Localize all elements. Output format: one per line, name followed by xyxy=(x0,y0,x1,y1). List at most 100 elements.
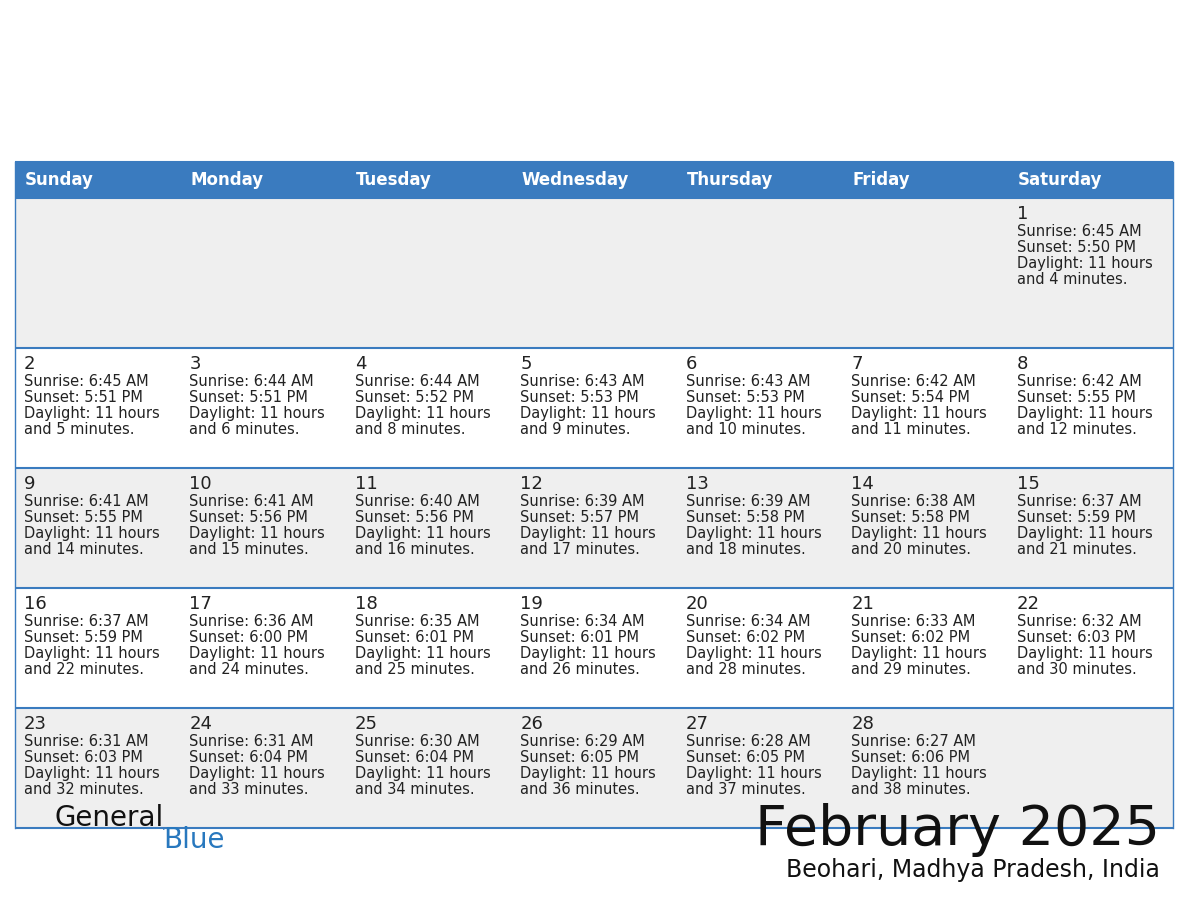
Bar xyxy=(677,708,842,828)
Bar xyxy=(842,348,1007,468)
Text: Sunrise: 6:29 AM: Sunrise: 6:29 AM xyxy=(520,734,645,749)
Text: and 18 minutes.: and 18 minutes. xyxy=(685,542,805,557)
Bar xyxy=(677,162,842,198)
Text: 21: 21 xyxy=(851,595,874,613)
Text: Sunset: 5:56 PM: Sunset: 5:56 PM xyxy=(355,510,474,525)
Text: Sunrise: 6:41 AM: Sunrise: 6:41 AM xyxy=(189,494,314,509)
Text: Sunrise: 6:39 AM: Sunrise: 6:39 AM xyxy=(520,494,645,509)
Text: Monday: Monday xyxy=(190,171,264,189)
Text: Sunday: Sunday xyxy=(25,171,94,189)
Text: Daylight: 11 hours: Daylight: 11 hours xyxy=(520,406,656,421)
Text: February 2025: February 2025 xyxy=(756,803,1159,857)
Text: Sunset: 6:02 PM: Sunset: 6:02 PM xyxy=(851,630,971,645)
Text: Sunset: 6:00 PM: Sunset: 6:00 PM xyxy=(189,630,309,645)
Text: Sunset: 5:51 PM: Sunset: 5:51 PM xyxy=(189,390,309,405)
Text: Sunrise: 6:34 AM: Sunrise: 6:34 AM xyxy=(685,614,810,629)
Text: and 38 minutes.: and 38 minutes. xyxy=(851,782,971,797)
Text: Sunset: 5:51 PM: Sunset: 5:51 PM xyxy=(24,390,143,405)
Text: Sunset: 5:54 PM: Sunset: 5:54 PM xyxy=(851,390,971,405)
Bar xyxy=(677,468,842,588)
Text: 8: 8 xyxy=(1017,355,1028,373)
Text: Sunrise: 6:30 AM: Sunrise: 6:30 AM xyxy=(355,734,480,749)
Bar xyxy=(511,588,677,708)
Text: 6: 6 xyxy=(685,355,697,373)
Text: Daylight: 11 hours: Daylight: 11 hours xyxy=(851,406,987,421)
Text: Daylight: 11 hours: Daylight: 11 hours xyxy=(685,646,821,661)
Text: Sunrise: 6:40 AM: Sunrise: 6:40 AM xyxy=(355,494,480,509)
Text: 27: 27 xyxy=(685,715,709,733)
Text: 15: 15 xyxy=(1017,475,1040,493)
Text: and 34 minutes.: and 34 minutes. xyxy=(355,782,474,797)
Bar xyxy=(346,198,511,348)
Text: and 10 minutes.: and 10 minutes. xyxy=(685,422,805,437)
Text: and 20 minutes.: and 20 minutes. xyxy=(851,542,971,557)
Text: Sunrise: 6:27 AM: Sunrise: 6:27 AM xyxy=(851,734,977,749)
Text: General: General xyxy=(55,804,164,832)
Text: Daylight: 11 hours: Daylight: 11 hours xyxy=(1017,406,1152,421)
Bar xyxy=(346,348,511,468)
Bar xyxy=(677,198,842,348)
Text: Sunset: 6:03 PM: Sunset: 6:03 PM xyxy=(24,750,143,765)
Text: Sunset: 6:01 PM: Sunset: 6:01 PM xyxy=(520,630,639,645)
Text: Daylight: 11 hours: Daylight: 11 hours xyxy=(189,646,326,661)
Bar xyxy=(1007,348,1173,468)
Text: and 25 minutes.: and 25 minutes. xyxy=(355,662,475,677)
Bar xyxy=(15,468,181,588)
Text: Sunrise: 6:42 AM: Sunrise: 6:42 AM xyxy=(851,374,975,389)
Text: Sunrise: 6:44 AM: Sunrise: 6:44 AM xyxy=(355,374,480,389)
Polygon shape xyxy=(163,806,191,830)
Bar xyxy=(1007,198,1173,348)
Text: Sunset: 5:58 PM: Sunset: 5:58 PM xyxy=(851,510,971,525)
Text: 7: 7 xyxy=(851,355,862,373)
Text: and 9 minutes.: and 9 minutes. xyxy=(520,422,631,437)
Bar xyxy=(1007,162,1173,198)
Bar xyxy=(842,198,1007,348)
Text: Sunrise: 6:38 AM: Sunrise: 6:38 AM xyxy=(851,494,975,509)
Bar xyxy=(15,708,181,828)
Text: Daylight: 11 hours: Daylight: 11 hours xyxy=(1017,256,1152,271)
Text: Daylight: 11 hours: Daylight: 11 hours xyxy=(355,766,491,781)
Text: Sunrise: 6:31 AM: Sunrise: 6:31 AM xyxy=(189,734,314,749)
Text: Sunrise: 6:33 AM: Sunrise: 6:33 AM xyxy=(851,614,975,629)
Text: Sunrise: 6:44 AM: Sunrise: 6:44 AM xyxy=(189,374,314,389)
Text: and 14 minutes.: and 14 minutes. xyxy=(24,542,144,557)
Text: Sunrise: 6:43 AM: Sunrise: 6:43 AM xyxy=(520,374,645,389)
Text: Daylight: 11 hours: Daylight: 11 hours xyxy=(1017,646,1152,661)
Text: 10: 10 xyxy=(189,475,211,493)
Text: 9: 9 xyxy=(24,475,36,493)
Bar xyxy=(15,588,181,708)
Text: 12: 12 xyxy=(520,475,543,493)
Text: Sunset: 6:01 PM: Sunset: 6:01 PM xyxy=(355,630,474,645)
Text: Sunrise: 6:45 AM: Sunrise: 6:45 AM xyxy=(1017,224,1142,239)
Text: Sunset: 5:53 PM: Sunset: 5:53 PM xyxy=(520,390,639,405)
Text: and 22 minutes.: and 22 minutes. xyxy=(24,662,144,677)
Text: 13: 13 xyxy=(685,475,708,493)
Text: 1: 1 xyxy=(1017,205,1028,223)
Text: Daylight: 11 hours: Daylight: 11 hours xyxy=(24,406,159,421)
Bar xyxy=(15,198,181,348)
Bar xyxy=(1007,588,1173,708)
Text: Sunset: 6:03 PM: Sunset: 6:03 PM xyxy=(1017,630,1136,645)
Text: 17: 17 xyxy=(189,595,213,613)
Bar xyxy=(181,162,346,198)
Text: Sunrise: 6:37 AM: Sunrise: 6:37 AM xyxy=(24,614,148,629)
Bar xyxy=(511,198,677,348)
Text: and 29 minutes.: and 29 minutes. xyxy=(851,662,971,677)
Bar xyxy=(181,588,346,708)
Text: 3: 3 xyxy=(189,355,201,373)
Text: and 33 minutes.: and 33 minutes. xyxy=(189,782,309,797)
Text: Sunrise: 6:37 AM: Sunrise: 6:37 AM xyxy=(1017,494,1142,509)
Text: Sunset: 5:52 PM: Sunset: 5:52 PM xyxy=(355,390,474,405)
Bar xyxy=(15,348,181,468)
Text: 16: 16 xyxy=(24,595,46,613)
Text: Sunrise: 6:34 AM: Sunrise: 6:34 AM xyxy=(520,614,645,629)
Text: Sunrise: 6:43 AM: Sunrise: 6:43 AM xyxy=(685,374,810,389)
Text: Sunrise: 6:32 AM: Sunrise: 6:32 AM xyxy=(1017,614,1142,629)
Text: and 16 minutes.: and 16 minutes. xyxy=(355,542,475,557)
Text: Sunset: 5:57 PM: Sunset: 5:57 PM xyxy=(520,510,639,525)
Bar xyxy=(1007,468,1173,588)
Text: 5: 5 xyxy=(520,355,532,373)
Text: and 12 minutes.: and 12 minutes. xyxy=(1017,422,1137,437)
Text: and 11 minutes.: and 11 minutes. xyxy=(851,422,971,437)
Text: Sunrise: 6:35 AM: Sunrise: 6:35 AM xyxy=(355,614,479,629)
